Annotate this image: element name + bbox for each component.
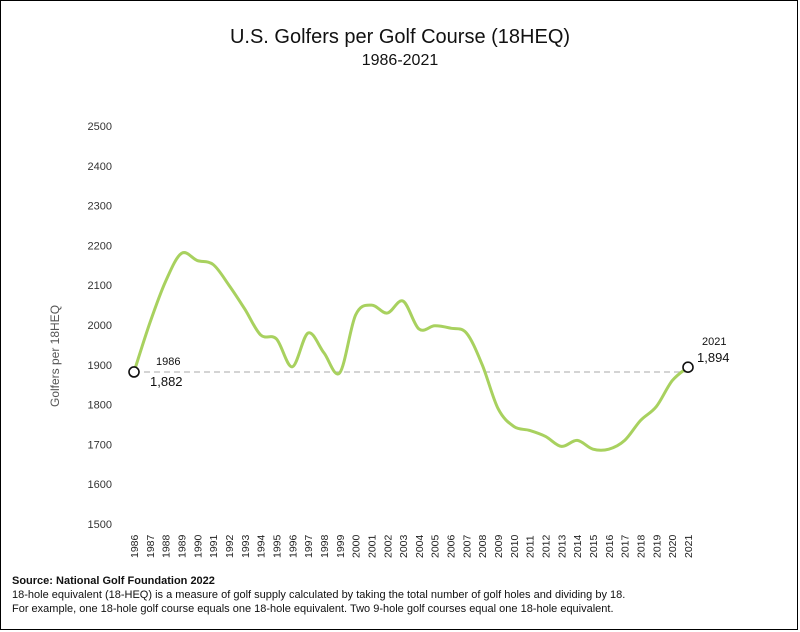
footer: Source: National Golf Foundation 2022 18… <box>12 574 792 616</box>
x-tick-label: 2017 <box>620 534 632 558</box>
x-tick-label: 2012 <box>541 534 553 558</box>
x-tick-label: 1995 <box>271 534 283 558</box>
annotation-value-start: 1,882 <box>150 374 183 389</box>
x-tick-label: 2013 <box>556 534 568 558</box>
x-tick-label: 1994 <box>256 534 268 558</box>
x-tick-label: 2021 <box>683 534 695 558</box>
x-tick-label: 2007 <box>461 534 473 558</box>
y-tick-label: 1600 <box>88 479 112 491</box>
x-tick-label: 2019 <box>651 534 663 558</box>
endpoint-marker <box>128 366 140 378</box>
series-line <box>132 251 689 452</box>
x-tick-label: 2014 <box>572 534 584 558</box>
footnote-line-1: 18-hole equivalent (18-HEQ) is a measure… <box>12 589 626 601</box>
x-tick-label: 1987 <box>145 534 157 558</box>
y-tick-label: 2000 <box>88 320 112 332</box>
x-tick-label: 2016 <box>604 534 616 558</box>
x-tick-label: 2000 <box>351 534 363 558</box>
x-tick-label: 1993 <box>240 534 252 558</box>
x-axis-ticks: 1986 1987 1988 1989 1990 1991 1992 1993 1994 1995… <box>129 534 695 558</box>
x-tick-label: 1996 <box>287 534 299 558</box>
x-tick-label: 2002 <box>382 534 394 558</box>
x-tick-label: 2006 <box>446 534 458 558</box>
footnote-line-2: For example, one 18-hole golf course equ… <box>12 603 614 615</box>
endpoint-annotations: 1986 1,882 2021 1,894 <box>150 336 730 389</box>
x-tick-label: 2003 <box>398 534 410 558</box>
x-tick-label: 1989 <box>176 534 188 558</box>
x-tick-label: 2015 <box>588 534 600 558</box>
x-tick-label: 2010 <box>509 534 521 558</box>
x-tick-label: 2004 <box>414 534 426 558</box>
x-tick-label: 2005 <box>430 534 442 558</box>
y-axis-label: Golfers per 18HEQ <box>48 305 62 407</box>
x-tick-label: 2001 <box>366 534 378 558</box>
x-tick-label: 1991 <box>208 534 220 558</box>
x-tick-label: 2018 <box>636 534 648 558</box>
y-tick-label: 2500 <box>88 121 112 133</box>
x-tick-label: 1999 <box>335 534 347 558</box>
y-tick-label: 1800 <box>88 400 112 412</box>
x-tick-label: 1998 <box>319 534 331 558</box>
x-tick-label: 2011 <box>525 535 537 558</box>
y-axis-ticks: 1500 1600 1700 1800 1900 2000 2100 2200 2300 2400… <box>88 121 112 531</box>
x-tick-label: 1988 <box>161 534 173 558</box>
endpoint-marker <box>682 361 694 373</box>
y-tick-label: 2400 <box>88 161 112 173</box>
y-tick-label: 1700 <box>88 439 112 451</box>
annotation-year-end: 2021 <box>702 336 726 348</box>
source-note: Source: National Golf Foundation 2022 <box>12 575 215 587</box>
annotation-value-end: 1,894 <box>697 350 730 365</box>
y-tick-label: 1900 <box>88 360 112 372</box>
line-chart: U.S. Golfers per Golf Course (18HEQ) 198… <box>48 26 730 558</box>
endpoint-markers <box>128 361 694 378</box>
chart-subtitle: 1986-2021 <box>362 52 439 69</box>
x-tick-label: 2008 <box>477 534 489 558</box>
y-tick-label: 2200 <box>88 240 112 252</box>
y-tick-label: 2100 <box>88 280 112 292</box>
x-tick-label: 1990 <box>192 534 204 558</box>
chart-title: U.S. Golfers per Golf Course (18HEQ) <box>230 26 570 48</box>
x-tick-label: 1997 <box>303 534 315 558</box>
y-tick-label: 2300 <box>88 201 112 213</box>
x-tick-label: 2020 <box>667 534 679 558</box>
x-tick-label: 1992 <box>224 534 236 558</box>
x-tick-label: 2009 <box>493 534 505 558</box>
y-tick-label: 1500 <box>88 519 112 531</box>
annotation-year-start: 1986 <box>156 356 180 368</box>
x-tick-label: 1986 <box>129 534 141 558</box>
